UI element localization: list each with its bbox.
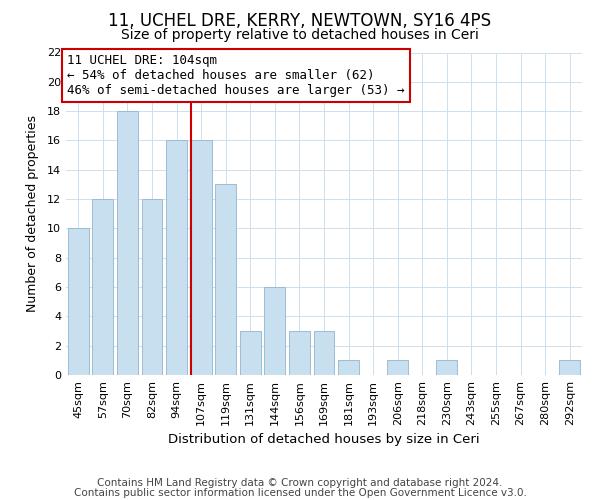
Text: 11 UCHEL DRE: 104sqm
← 54% of detached houses are smaller (62)
46% of semi-detac: 11 UCHEL DRE: 104sqm ← 54% of detached h… bbox=[67, 54, 405, 97]
Bar bbox=[387, 360, 408, 375]
Text: 11, UCHEL DRE, KERRY, NEWTOWN, SY16 4PS: 11, UCHEL DRE, KERRY, NEWTOWN, SY16 4PS bbox=[109, 12, 491, 30]
Bar bbox=[436, 360, 457, 375]
Bar bbox=[338, 360, 359, 375]
Bar bbox=[289, 331, 310, 375]
Y-axis label: Number of detached properties: Number of detached properties bbox=[26, 116, 38, 312]
X-axis label: Distribution of detached houses by size in Ceri: Distribution of detached houses by size … bbox=[168, 434, 480, 446]
Bar bbox=[240, 331, 261, 375]
Bar bbox=[559, 360, 580, 375]
Bar bbox=[215, 184, 236, 375]
Bar bbox=[142, 199, 163, 375]
Bar bbox=[191, 140, 212, 375]
Bar bbox=[166, 140, 187, 375]
Text: Contains public sector information licensed under the Open Government Licence v3: Contains public sector information licen… bbox=[74, 488, 526, 498]
Bar bbox=[117, 111, 138, 375]
Text: Size of property relative to detached houses in Ceri: Size of property relative to detached ho… bbox=[121, 28, 479, 42]
Bar bbox=[68, 228, 89, 375]
Bar bbox=[92, 199, 113, 375]
Bar bbox=[314, 331, 334, 375]
Bar bbox=[265, 287, 286, 375]
Text: Contains HM Land Registry data © Crown copyright and database right 2024.: Contains HM Land Registry data © Crown c… bbox=[97, 478, 503, 488]
